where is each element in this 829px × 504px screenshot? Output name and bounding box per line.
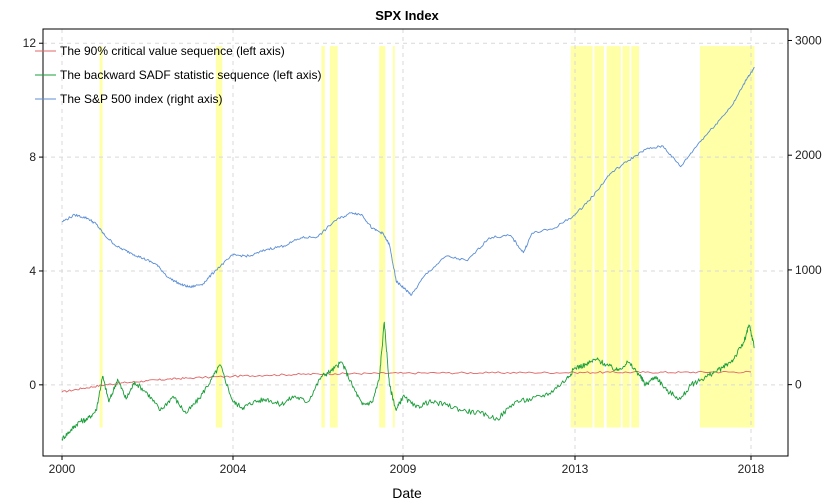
shaded-period-11	[631, 46, 640, 428]
legend: The 90% critical value sequence (left ax…	[35, 44, 321, 106]
shaded-period-3	[321, 46, 325, 428]
legend-label-3: The S&P 500 index (right axis)	[60, 92, 223, 106]
shaded-period-2	[215, 46, 223, 428]
shaded-period-1	[99, 46, 103, 428]
shaded-period-4	[329, 46, 338, 428]
shaded-period-9	[606, 46, 621, 428]
x-tick-label-3: 2009	[390, 462, 417, 476]
series-lines	[61, 67, 755, 441]
legend-label-2: The backward SADF statistic sequence (le…	[60, 68, 321, 82]
x-axis-title: Date	[392, 485, 422, 501]
y-right-tick-label-3: 2000	[795, 148, 822, 162]
y-left-tick-label-4: 12	[23, 36, 37, 50]
x-tick-label-5: 2018	[738, 462, 765, 476]
series-line-1	[61, 370, 752, 393]
y-right-tick-label-1: 0	[795, 378, 802, 392]
plot-frame	[42, 28, 789, 457]
chart-title: SPX Index	[375, 8, 439, 23]
y-left-tick-label-1: 0	[29, 378, 36, 392]
x-tick-label-2: 2004	[220, 462, 247, 476]
x-tick-label-4: 2013	[562, 462, 589, 476]
gridlines	[43, 29, 788, 456]
shaded-period-6	[392, 46, 395, 428]
axes: 0 4 8 12 0 1000 2000 3000 2000 2004 2009 2013 2018	[23, 33, 822, 476]
series-line-2	[61, 321, 755, 441]
shaded-period-5	[379, 46, 386, 428]
shaded-periods	[99, 46, 755, 428]
series-line-3	[61, 67, 755, 296]
y-left-tick-label-2: 4	[29, 264, 36, 278]
shaded-period-12	[699, 46, 755, 428]
shaded-period-10	[622, 46, 630, 428]
y-right-tick-label-4: 3000	[795, 33, 822, 47]
y-left-tick-label-3: 8	[29, 150, 36, 164]
y-right-tick-label-2: 1000	[795, 263, 822, 277]
shaded-period-8	[594, 46, 604, 428]
shaded-period-7	[570, 46, 593, 428]
legend-label-1: The 90% critical value sequence (left ax…	[60, 44, 285, 58]
x-tick-label-1: 2000	[49, 462, 76, 476]
